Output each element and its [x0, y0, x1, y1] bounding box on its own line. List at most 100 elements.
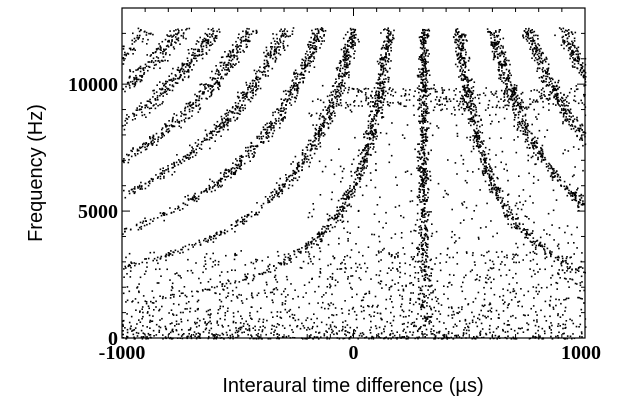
- scatter-point: [159, 103, 161, 106]
- scatter-point: [232, 50, 234, 52]
- scatter-point: [141, 185, 143, 187]
- scatter-point: [235, 166, 238, 169]
- scatter-point: [192, 196, 194, 198]
- scatter-point: [195, 152, 198, 154]
- scatter-point: [171, 119, 174, 122]
- scatter-point: [420, 146, 422, 149]
- scatter-point: [229, 282, 232, 285]
- scatter-point: [130, 188, 133, 191]
- scatter-point: [541, 159, 543, 161]
- scatter-point: [530, 232, 532, 235]
- scatter-point: [270, 42, 273, 44]
- scatter-point: [203, 139, 206, 141]
- scatter-point: [206, 39, 208, 42]
- scatter-point: [297, 87, 299, 89]
- scatter-point: [419, 201, 422, 203]
- scatter-point: [429, 93, 432, 95]
- scatter-point: [218, 83, 221, 86]
- scatter-point: [423, 189, 425, 191]
- scatter-point: [212, 77, 214, 79]
- scatter-point: [566, 262, 569, 265]
- scatter-point: [350, 46, 353, 48]
- scatter-point: [286, 263, 288, 265]
- scatter-point: [304, 63, 306, 65]
- scatter-point: [315, 48, 318, 50]
- scatter-point: [289, 255, 291, 257]
- scatter-point: [231, 58, 234, 61]
- scatter-point: [134, 153, 136, 155]
- scatter-point: [215, 65, 217, 67]
- scatter-point: [479, 144, 481, 146]
- scatter-point: [278, 188, 281, 191]
- scatter-point: [215, 237, 217, 240]
- scatter-point: [483, 165, 486, 167]
- scatter-point: [470, 124, 472, 127]
- scatter-point: [424, 42, 427, 44]
- scatter-point: [155, 144, 158, 146]
- scatter-point: [363, 166, 365, 168]
- scatter-point: [297, 250, 300, 253]
- scatter-point: [541, 151, 544, 153]
- scatter-point: [320, 43, 323, 45]
- scatter-point: [330, 91, 332, 94]
- scatter-point: [366, 137, 369, 140]
- scatter-point: [558, 100, 560, 102]
- scatter-point: [547, 84, 550, 87]
- scatter-point: [274, 61, 277, 63]
- scatter-point: [459, 69, 462, 71]
- scatter-point: [319, 142, 321, 144]
- scatter-point: [474, 115, 476, 117]
- scatter-point: [459, 91, 461, 93]
- scatter-point: [422, 136, 424, 138]
- scatter-point: [365, 152, 368, 154]
- scatter-point: [475, 127, 478, 130]
- scatter-point: [417, 293, 420, 296]
- scatter-point: [294, 100, 296, 103]
- scatter-point: [304, 157, 306, 159]
- scatter-point: [309, 57, 311, 59]
- scatter-point: [533, 30, 536, 33]
- scatter-point: [356, 168, 359, 171]
- scatter-point: [388, 76, 390, 79]
- scatter-point: [215, 134, 217, 136]
- scatter-point: [571, 125, 574, 127]
- scatter-point: [155, 48, 158, 50]
- scatter-point: [500, 51, 503, 54]
- scatter-point: [188, 108, 191, 111]
- scatter-point: [370, 125, 372, 128]
- scatter-point: [385, 63, 387, 66]
- scatter-point: [288, 184, 291, 186]
- scatter-point: [563, 42, 565, 45]
- scatter-point: [188, 64, 191, 66]
- scatter-point: [284, 98, 287, 100]
- scatter-point: [462, 57, 465, 59]
- scatter-point: [581, 139, 584, 141]
- scatter-point: [523, 229, 526, 231]
- scatter-point: [427, 191, 429, 194]
- scatter-point: [161, 40, 164, 43]
- scatter-point: [526, 123, 529, 125]
- scatter-point: [353, 187, 355, 189]
- scatter-point: [141, 111, 143, 114]
- scatter-point: [331, 106, 334, 108]
- scatter-point: [377, 105, 379, 107]
- scatter-point: [334, 216, 337, 219]
- scatter-point: [205, 53, 208, 55]
- scatter-point: [381, 56, 383, 59]
- scatter-point: [384, 67, 387, 70]
- scatter-point: [228, 50, 231, 52]
- scatter-point: [144, 182, 147, 185]
- scatter-point: [163, 177, 165, 179]
- scatter-point: [317, 139, 320, 142]
- scatter-point: [424, 197, 426, 199]
- scatter-point: [242, 156, 244, 158]
- scatter-point: [548, 94, 550, 96]
- scatter-point: [579, 64, 582, 66]
- scatter-point: [349, 60, 351, 63]
- scatter-point: [178, 206, 180, 209]
- scatter-point: [172, 85, 175, 88]
- scatter-point: [361, 169, 364, 171]
- scatter-point: [275, 49, 277, 52]
- scatter-point: [517, 104, 519, 106]
- scatter-point: [514, 218, 517, 220]
